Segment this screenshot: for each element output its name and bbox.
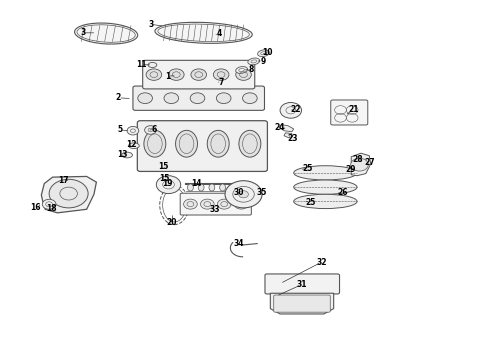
Text: 1: 1 (165, 72, 170, 81)
Text: 19: 19 (162, 179, 172, 188)
Text: 18: 18 (46, 204, 56, 213)
Text: 29: 29 (345, 165, 356, 174)
Ellipse shape (209, 184, 215, 191)
FancyBboxPatch shape (180, 193, 251, 215)
Ellipse shape (207, 130, 229, 157)
Text: 33: 33 (210, 205, 220, 214)
Ellipse shape (122, 152, 132, 158)
Text: 3: 3 (81, 28, 86, 37)
Circle shape (234, 199, 248, 209)
FancyBboxPatch shape (265, 274, 340, 294)
Ellipse shape (239, 130, 261, 157)
Ellipse shape (241, 184, 247, 191)
Circle shape (146, 69, 162, 80)
Text: 13: 13 (117, 150, 127, 159)
Ellipse shape (294, 194, 357, 208)
Text: 11: 11 (136, 60, 147, 69)
Circle shape (217, 93, 231, 104)
Circle shape (351, 158, 368, 171)
Circle shape (145, 126, 156, 134)
Circle shape (138, 93, 152, 104)
Ellipse shape (230, 184, 236, 191)
Text: 28: 28 (352, 155, 363, 164)
Circle shape (200, 199, 214, 209)
Ellipse shape (220, 184, 225, 191)
Text: 10: 10 (263, 48, 273, 57)
Text: 15: 15 (158, 162, 169, 171)
Text: 4: 4 (217, 30, 222, 39)
Polygon shape (279, 125, 294, 132)
Circle shape (191, 69, 206, 80)
Circle shape (239, 191, 248, 198)
Text: 24: 24 (275, 123, 285, 132)
Text: 30: 30 (233, 188, 244, 197)
Ellipse shape (74, 23, 138, 44)
Text: 34: 34 (234, 239, 245, 248)
FancyBboxPatch shape (331, 100, 368, 125)
Ellipse shape (258, 50, 270, 57)
Ellipse shape (128, 143, 139, 149)
Circle shape (243, 93, 257, 104)
Text: 21: 21 (348, 105, 358, 114)
Text: 15: 15 (159, 174, 170, 183)
Text: 25: 25 (305, 198, 316, 207)
Ellipse shape (148, 63, 157, 67)
Text: 26: 26 (337, 188, 348, 197)
FancyBboxPatch shape (133, 86, 265, 111)
Text: 32: 32 (316, 258, 327, 267)
Circle shape (280, 103, 301, 118)
FancyBboxPatch shape (137, 121, 268, 171)
Circle shape (127, 126, 139, 135)
Text: 6: 6 (152, 125, 157, 134)
Circle shape (236, 69, 251, 80)
Text: 35: 35 (257, 188, 267, 197)
Ellipse shape (155, 22, 252, 43)
Ellipse shape (248, 58, 260, 65)
Polygon shape (41, 176, 97, 213)
Circle shape (42, 199, 56, 209)
Text: 5: 5 (117, 126, 122, 135)
Text: 16: 16 (30, 203, 41, 212)
Text: 23: 23 (288, 134, 298, 143)
Text: 25: 25 (302, 164, 313, 173)
Polygon shape (284, 133, 293, 138)
Text: 9: 9 (260, 57, 266, 66)
Circle shape (164, 93, 179, 104)
Text: 22: 22 (291, 105, 301, 114)
Text: 14: 14 (191, 179, 201, 188)
Text: 3: 3 (148, 20, 153, 29)
Text: 12: 12 (126, 140, 136, 149)
Text: 20: 20 (167, 219, 177, 228)
Ellipse shape (188, 184, 194, 191)
Polygon shape (351, 153, 371, 176)
Circle shape (213, 69, 229, 80)
Ellipse shape (198, 184, 204, 191)
Text: 7: 7 (219, 78, 224, 87)
Circle shape (156, 176, 181, 194)
FancyBboxPatch shape (143, 60, 255, 89)
Ellipse shape (144, 130, 166, 157)
Text: 8: 8 (248, 65, 253, 74)
Circle shape (225, 181, 262, 208)
FancyBboxPatch shape (274, 295, 330, 312)
Polygon shape (270, 293, 334, 314)
Text: 17: 17 (58, 176, 69, 185)
Ellipse shape (175, 130, 197, 157)
Ellipse shape (294, 180, 357, 194)
Text: 31: 31 (296, 280, 307, 289)
Ellipse shape (236, 67, 247, 73)
Ellipse shape (294, 166, 357, 180)
Circle shape (49, 179, 88, 208)
Circle shape (169, 69, 184, 80)
Circle shape (218, 199, 231, 209)
Text: 27: 27 (365, 158, 375, 167)
Text: 2: 2 (116, 93, 121, 102)
Circle shape (190, 93, 205, 104)
Circle shape (184, 199, 197, 209)
